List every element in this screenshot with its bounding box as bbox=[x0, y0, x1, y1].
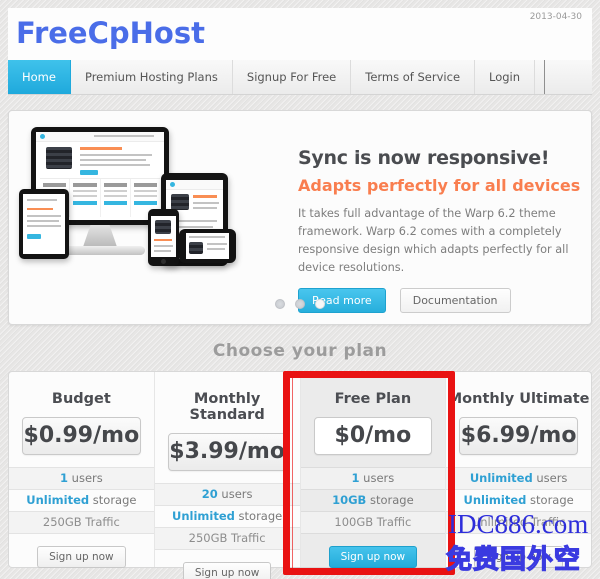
responsive-devices-illustration bbox=[19, 123, 289, 313]
phone-portrait-device bbox=[148, 209, 179, 266]
monitor-screen bbox=[36, 132, 164, 220]
plan-column-budget: Budget $0.99/mo 1 users Unlimited storag… bbox=[9, 372, 155, 568]
plan-price: $0.99/mo bbox=[22, 417, 141, 455]
plan-name: Free Plan bbox=[334, 391, 412, 407]
plan-storage-row: 10GB storage bbox=[332, 493, 414, 507]
plan-traffic-row: 250GB Traffic bbox=[154, 527, 300, 550]
signup-button-monthly-ultimate[interactable]: Sign up now bbox=[474, 546, 563, 568]
hero-banner: Sync is now responsive! Adapts perfectly… bbox=[8, 110, 592, 325]
nav-item-home[interactable]: Home bbox=[8, 60, 71, 94]
plan-users-row: 1 users bbox=[300, 467, 446, 490]
signup-button-monthly-standard[interactable]: Sign up now bbox=[182, 562, 272, 579]
read-more-button[interactable]: Read more bbox=[298, 288, 386, 314]
carousel-dots bbox=[9, 294, 591, 313]
pricing-table: Budget $0.99/mo 1 users Unlimited storag… bbox=[8, 371, 592, 579]
plan-column-monthly-standard: Monthly Standard $3.99/mo 20 users Unlim… bbox=[154, 372, 301, 579]
plan-name: Monthly Standard bbox=[189, 391, 265, 423]
carousel-dot-1[interactable] bbox=[274, 299, 285, 309]
documentation-button[interactable]: Documentation bbox=[399, 288, 511, 314]
carousel-dot-2[interactable] bbox=[295, 299, 305, 309]
phone-home-button bbox=[161, 259, 166, 264]
monitor-base bbox=[55, 246, 145, 255]
plan-name: Monthly Ultimate bbox=[447, 391, 590, 407]
phone-landscape-device bbox=[179, 229, 236, 263]
plan-price: $0/mo bbox=[313, 417, 433, 455]
header: FreeCpHost 2013-04-30 bbox=[8, 8, 592, 60]
plan-name: Budget bbox=[51, 391, 111, 407]
header-date: 2013-04-30 bbox=[529, 12, 582, 22]
plan-storage-row: Unlimited storage bbox=[172, 509, 283, 523]
pricing-heading: Choose your plan bbox=[212, 341, 388, 361]
plan-users-row: Unlimited users bbox=[446, 467, 591, 490]
phone-portrait-screen bbox=[151, 216, 176, 257]
plan-storage-row: Unlimited storage bbox=[26, 493, 137, 507]
nav-item-login[interactable]: Login bbox=[475, 60, 536, 94]
phone-landscape-screen bbox=[186, 233, 229, 259]
tablet-left-screen bbox=[23, 194, 65, 254]
plan-storage-row: Unlimited storage bbox=[463, 493, 574, 507]
signup-button-free-plan[interactable]: Sign up now bbox=[328, 546, 418, 568]
plan-users-row: 20 users bbox=[154, 483, 300, 506]
signup-button-budget[interactable]: Sign up now bbox=[37, 546, 126, 568]
tablet-left-device bbox=[19, 189, 69, 259]
mini-server-graphic bbox=[46, 147, 72, 169]
watermark-site-url: IDC886.com bbox=[448, 509, 589, 539]
banner-text-block: Sync is now responsive! Adapts perfectly… bbox=[298, 147, 582, 314]
free-plan-highlight-annotation bbox=[283, 371, 455, 575]
plan-traffic-row: Unlimited Traffic bbox=[446, 511, 591, 534]
nav-item-signup-for-free[interactable]: Signup For Free bbox=[233, 60, 352, 94]
nav-item-terms-of-service[interactable]: Terms of Service bbox=[351, 60, 476, 94]
monitor-stand bbox=[83, 225, 117, 247]
banner-title: Sync is now responsive! bbox=[298, 147, 550, 169]
banner-subtitle: Adapts perfectly for all devices bbox=[298, 176, 581, 195]
plan-traffic-row: 100GB Traffic bbox=[300, 511, 446, 534]
plan-price: $6.99/mo bbox=[459, 417, 578, 455]
plan-traffic-row: 250GB Traffic bbox=[9, 511, 154, 534]
nav-divider bbox=[544, 60, 546, 94]
watermark-chinese-text: 免费国外空间 bbox=[445, 544, 582, 575]
banner-description: It takes full advantage of the Warp 6.2 … bbox=[298, 207, 569, 274]
mini-logo-dot bbox=[40, 134, 45, 139]
plan-column-monthly-ultimate: Monthly Ultimate $6.99/mo Unlimited user… bbox=[446, 372, 591, 568]
plan-column-free-plan: Free Plan $0/mo 1 users 10GB storage 100… bbox=[300, 372, 447, 568]
site-logo[interactable]: FreeCpHost bbox=[16, 16, 205, 50]
main-nav: Home Premium Hosting Plans Signup For Fr… bbox=[8, 60, 592, 95]
nav-item-premium-hosting-plans[interactable]: Premium Hosting Plans bbox=[71, 60, 233, 94]
carousel-dot-3[interactable] bbox=[315, 299, 326, 309]
plan-users-row: 1 users bbox=[9, 467, 154, 490]
monitor-device bbox=[31, 127, 169, 225]
plan-price: $3.99/mo bbox=[167, 433, 287, 471]
